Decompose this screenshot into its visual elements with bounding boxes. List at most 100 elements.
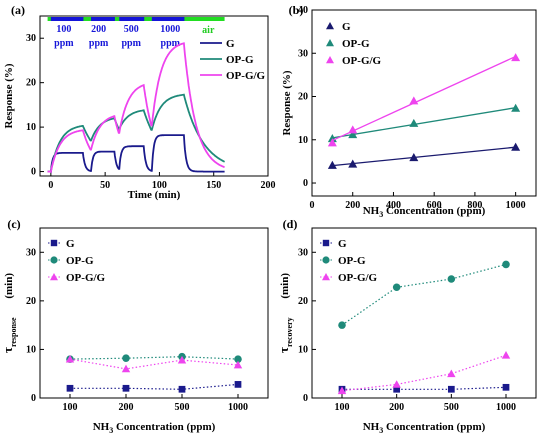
y-tick-label: 0 xyxy=(303,393,308,404)
y-axis-label: Response (%) xyxy=(3,63,15,128)
x-tick-label: 200 xyxy=(261,180,276,191)
data-point-OP-G/G xyxy=(409,96,419,105)
x-label-part: Concentration (ppm) xyxy=(383,205,485,217)
legend-label: G xyxy=(66,238,75,250)
unit-label: ppm xyxy=(121,38,141,49)
x-tick-label: 400 xyxy=(386,200,401,211)
series-line-OP-G/G xyxy=(341,354,507,392)
data-point-OP-G/G xyxy=(65,354,75,363)
x-label-part: NH xyxy=(93,421,110,433)
x-label-subscript: 3 xyxy=(109,426,113,435)
y-tick-label: 20 xyxy=(298,92,308,103)
legend-label: OP-G xyxy=(66,255,94,267)
y-tick-label: 20 xyxy=(26,78,36,89)
y-tick-label: 30 xyxy=(298,48,308,59)
unit-label: ppm xyxy=(89,38,109,49)
y-tick-label: 0 xyxy=(31,167,36,178)
fit-line-OP-G xyxy=(332,107,516,139)
legend-label: OP-G/G xyxy=(226,70,266,82)
concentration-label: 100 xyxy=(56,24,71,35)
data-point-OP-G/G xyxy=(511,53,521,62)
data-point-OP-G xyxy=(122,354,130,362)
y-axis-label: τrecovery (min) xyxy=(276,273,294,353)
panel-label: (c) xyxy=(7,217,20,231)
x-tick-label: 100 xyxy=(63,402,78,413)
y-axis-label: Response (%) xyxy=(281,70,293,135)
series-line-OP-G/G xyxy=(47,42,225,174)
x-tick-label: 200 xyxy=(389,402,404,413)
x-tick-label: 1000 xyxy=(496,402,516,413)
y-tick-label: 20 xyxy=(298,296,308,307)
y-tick-label: 30 xyxy=(298,247,308,258)
legend-label: G xyxy=(226,38,235,50)
data-point-G xyxy=(502,383,510,391)
data-point-G xyxy=(178,385,186,393)
data-point-G xyxy=(122,384,130,392)
x-tick-label: 200 xyxy=(119,402,134,413)
plot-frame xyxy=(39,227,269,399)
plot-frame xyxy=(39,15,269,177)
legend-marker xyxy=(50,273,58,281)
x-tick-label: 500 xyxy=(444,402,459,413)
data-point-OP-G/G xyxy=(233,360,243,369)
x-axis-label: NH3 Concentration (ppm) xyxy=(363,421,486,435)
x-axis-label: NH3 Concentration (ppm) xyxy=(363,205,486,219)
panel-label: (a) xyxy=(11,3,25,17)
data-point-OP-G/G xyxy=(177,355,187,364)
panel-d: (d) 100 200 500 1000 0 10 20 30 NH3 Concentration… xyxy=(276,217,537,435)
x-tick-label: 600 xyxy=(427,200,442,211)
x-tick-label: 100 xyxy=(335,402,350,413)
y-label-subscript: recovery xyxy=(285,317,294,347)
concentration-label: 500 xyxy=(124,24,139,35)
x-label-part: Concentration (ppm) xyxy=(383,421,485,433)
x-label-part: NH xyxy=(363,205,380,217)
plot-frame xyxy=(311,227,537,399)
x-tick-label: 0 xyxy=(310,200,315,211)
data-point-G xyxy=(66,384,74,392)
gas-band xyxy=(151,17,185,21)
plot-frame xyxy=(311,9,537,197)
x-tick-label: 150 xyxy=(206,180,221,191)
y-label-tau: τ xyxy=(0,347,15,353)
legend-marker xyxy=(326,56,334,64)
y-tick-label: 40 xyxy=(298,5,308,16)
y-tick-label: 0 xyxy=(31,393,36,404)
data-point-OP-G xyxy=(447,275,456,283)
x-tick-label: 800 xyxy=(467,200,482,211)
x-tick-label: 50 xyxy=(100,180,110,191)
gas-band xyxy=(119,17,145,21)
x-tick-label: 1000 xyxy=(506,200,526,211)
x-tick-label: 0 xyxy=(48,180,53,191)
legend-marker xyxy=(326,39,334,47)
y-tick-label: 30 xyxy=(26,33,36,44)
legend-label: OP-G/G xyxy=(342,55,382,67)
data-point-OP-G/G xyxy=(327,138,337,147)
y-tick-label: 10 xyxy=(26,344,36,355)
y-label-unit: (min) xyxy=(279,273,291,302)
unit-label: ppm xyxy=(54,38,74,49)
legend-label: OP-G/G xyxy=(338,272,378,284)
panel-b: (b) 0 200 400 600 800 1000 0 10 20 30 40 NH3 Concent… xyxy=(281,3,537,219)
gas-band xyxy=(50,17,84,21)
legend-marker xyxy=(50,256,58,264)
y-tick-label: 10 xyxy=(26,122,36,133)
panel-label: (b) xyxy=(289,3,304,17)
y-label-tau: τ xyxy=(276,347,291,353)
y-label-subscript: response xyxy=(9,317,18,347)
x-tick-label: 1000 xyxy=(228,402,248,413)
data-point-OP-G/G xyxy=(501,351,511,359)
x-tick-label: 100 xyxy=(152,180,167,191)
y-tick-label: 30 xyxy=(26,247,36,258)
x-label-subscript: 3 xyxy=(379,426,383,435)
air-label: air xyxy=(202,25,215,36)
x-axis-label: NH3 Concentration (ppm) xyxy=(93,421,216,435)
series-line-OP-G xyxy=(47,93,226,174)
data-point-G xyxy=(234,381,242,388)
data-point-OP-G/G xyxy=(392,380,401,388)
data-point-OP-G xyxy=(234,355,242,363)
y-tick-label: 10 xyxy=(298,344,308,355)
data-point-OP-G xyxy=(409,118,419,127)
y-axis-label: τresponse (min) xyxy=(0,273,18,353)
